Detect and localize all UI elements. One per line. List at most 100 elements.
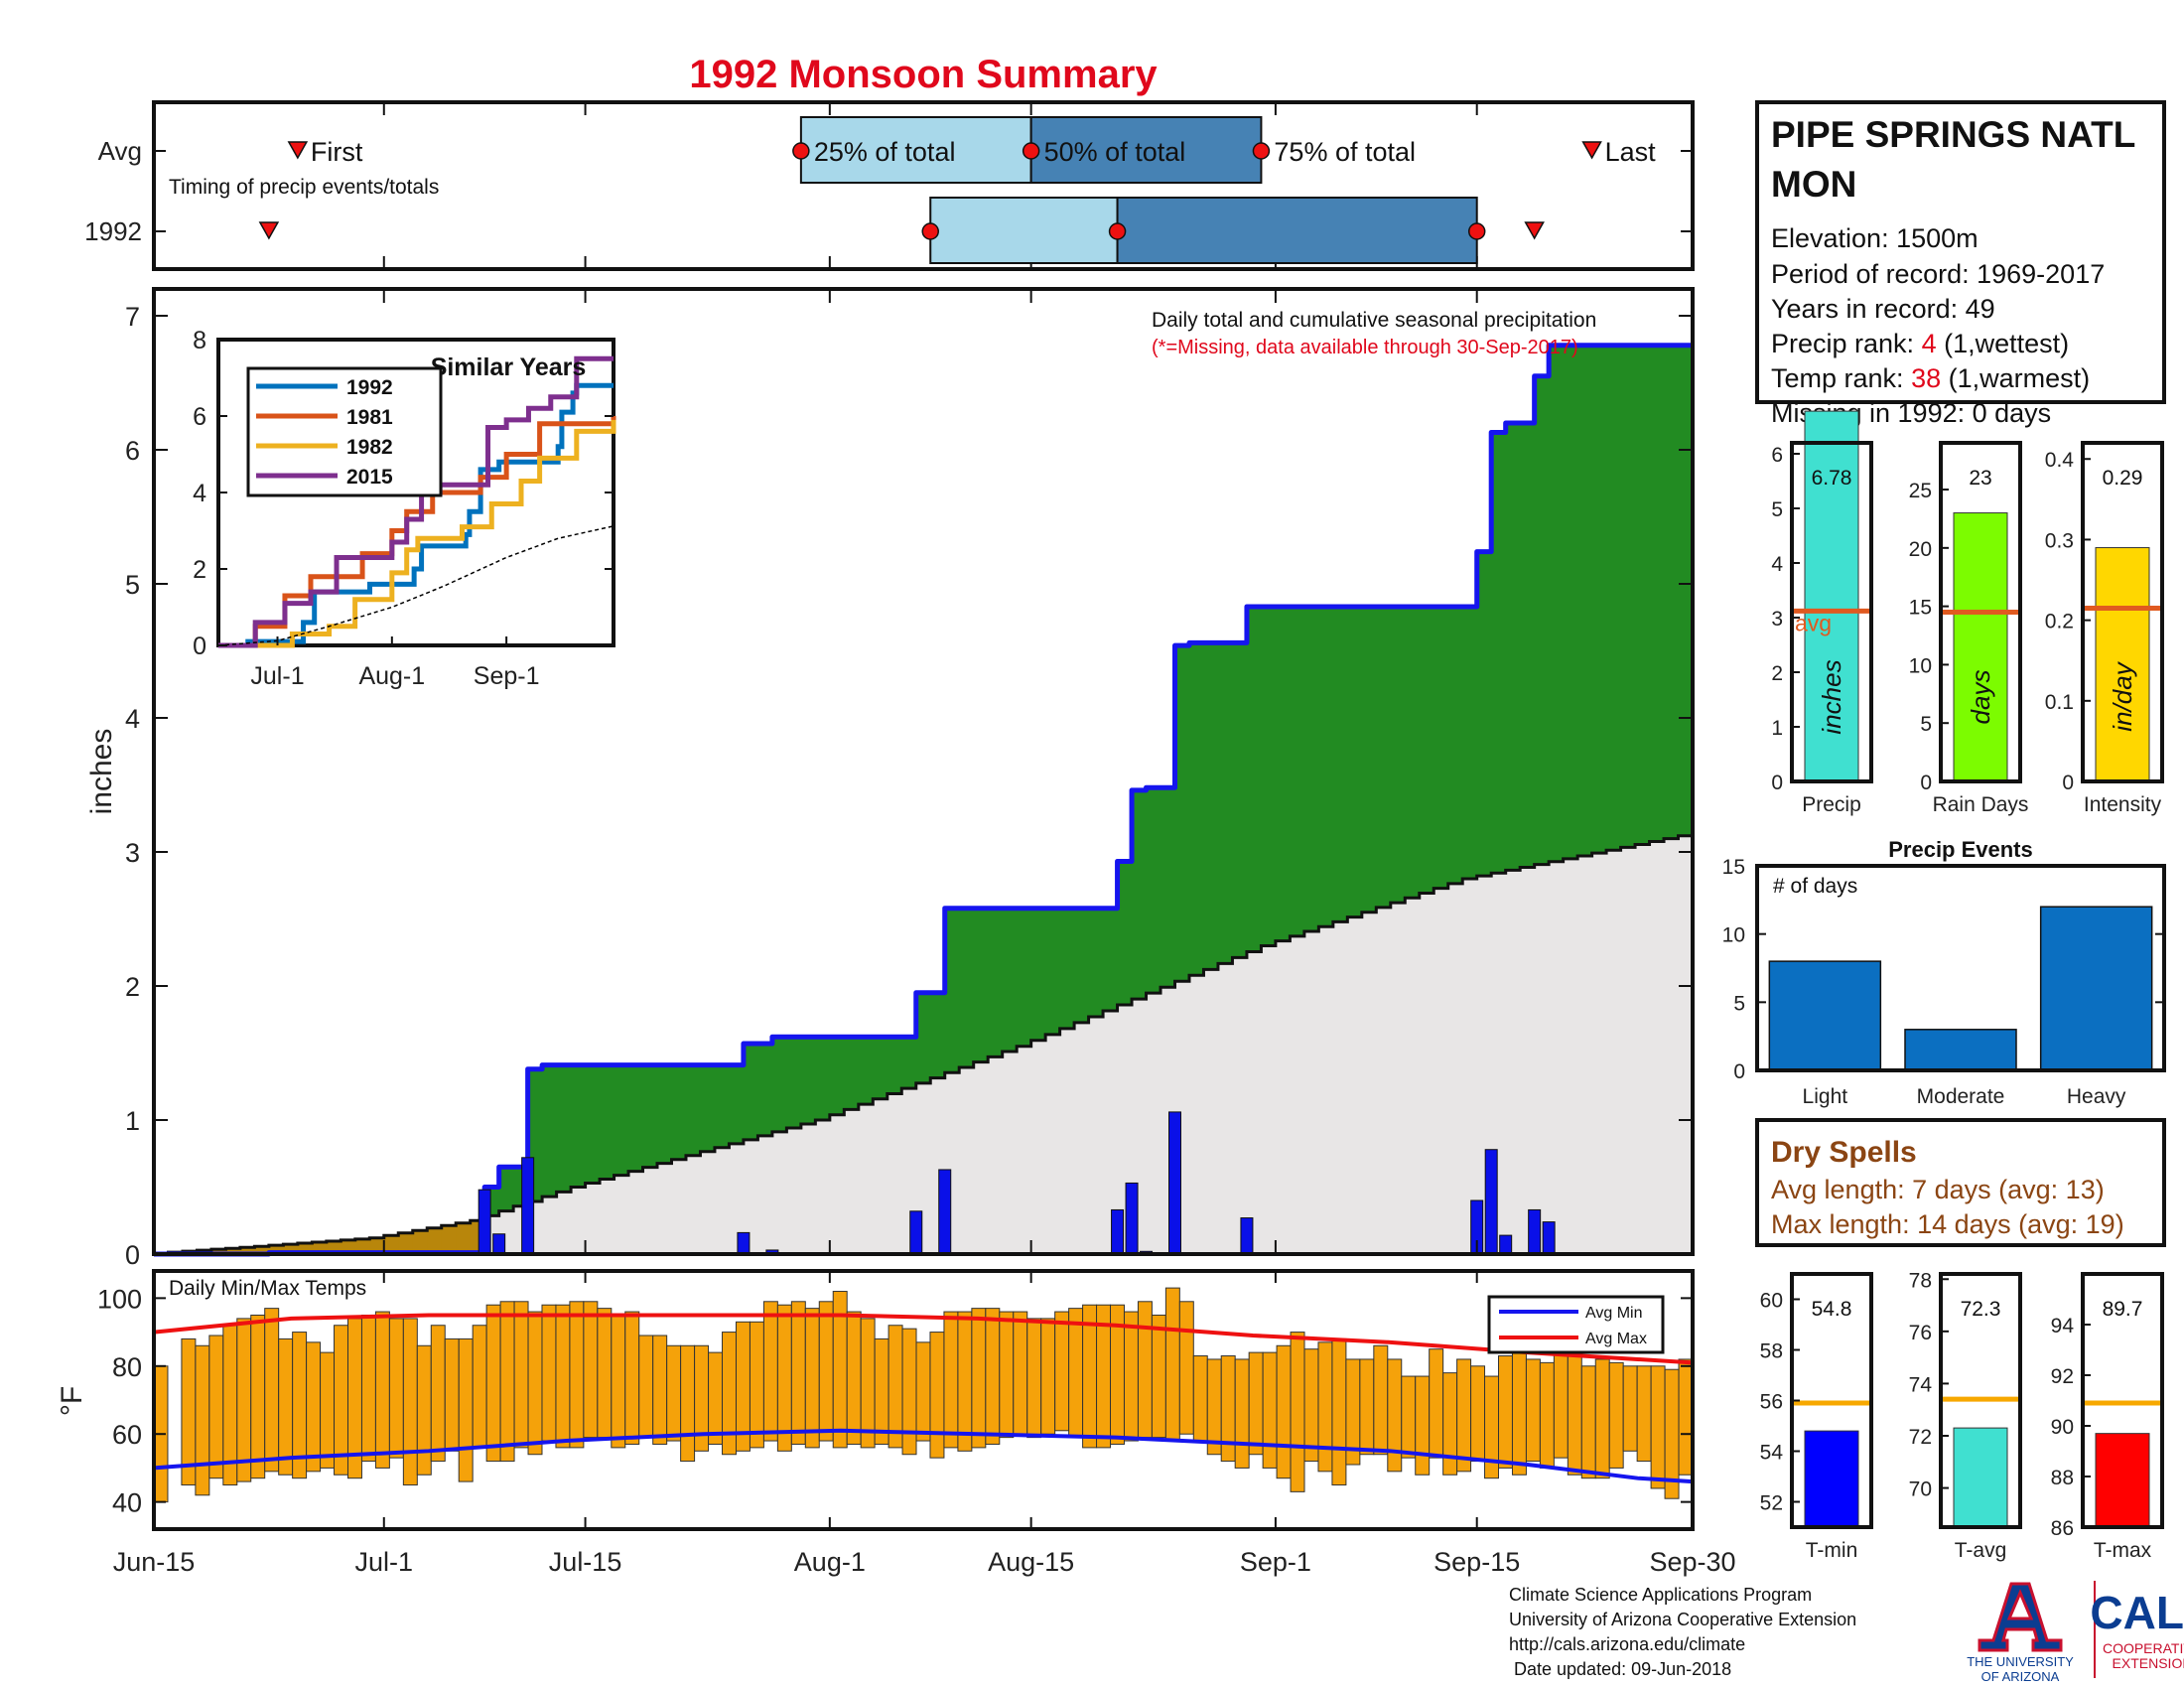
timing-box-50-75	[1116, 197, 1478, 264]
daily-temp-range-bar	[444, 1337, 460, 1452]
daily-temp-range-bar	[555, 1304, 571, 1449]
daily-temp-range-bar	[666, 1344, 682, 1442]
daily-temp-range-bar	[722, 1332, 737, 1456]
mini-y-tick-label: 20	[1909, 538, 1932, 561]
chart-annotation-missing: (*=Missing, data available through 30-Se…	[1152, 337, 1578, 358]
x-tick-label: Jul-1	[355, 1547, 414, 1577]
university-of-arizona-logo: THE UNIVERSITY OF ARIZONA	[1967, 1582, 2074, 1684]
precip-rank-note: (1,wettest)	[1937, 329, 2070, 358]
daily-temp-range-bar	[1429, 1348, 1444, 1459]
avg-min-line	[153, 1428, 1694, 1484]
timing-row-label: 1992	[84, 216, 142, 246]
season-temp-charts: 52 54 56 58 60 54.8 T-min 70 72 74 76 78 72.3 T-avg 86…	[1760, 1269, 2164, 1562]
timing-percentile-marker	[1022, 142, 1040, 160]
mini-value-label-rain-days: 23	[1969, 467, 1991, 490]
daily-precip-bar	[478, 1189, 491, 1255]
daily-temp-range-bar	[1456, 1358, 1472, 1473]
daily-temp-range-bar	[1567, 1348, 1582, 1476]
avg-exceeds-area	[283, 1244, 299, 1253]
temp-y-tick-label: 60	[112, 1420, 142, 1450]
mini-y-tick-label: 6	[1771, 444, 1783, 467]
daily-temp-range-bar	[541, 1304, 557, 1442]
events-frame	[1755, 864, 2166, 1072]
logos: THE UNIVERSITY OF ARIZONA CALS COOPERATI…	[1967, 1581, 2184, 1684]
precip-events-chart: Light Moderate Heavy 0 5 10 15 Precip Events # o…	[1722, 837, 2166, 1108]
timing-percentile-marker	[1467, 222, 1486, 240]
daily-temp-range-bar	[388, 1318, 404, 1459]
y-axis-label: inches	[85, 729, 118, 815]
dry-spells-frame	[1755, 1118, 2166, 1247]
timing-label-last: Last	[1605, 137, 1657, 167]
mini-y-tick-label: 52	[1760, 1492, 1783, 1515]
mini-y-tick-label: 72	[1909, 1426, 1932, 1449]
similar-years-chart: 0 2 4 6 8 Jul-1 Aug-1 Sep-1 Similar Years 1992 198…	[193, 327, 616, 690]
daily-temp-range-bar	[264, 1308, 280, 1473]
timing-caption: Timing of precip events/totals	[169, 176, 439, 199]
ua-block-a-icon	[1978, 1582, 2063, 1652]
y-tick-label: 4	[125, 704, 140, 734]
mini-bar-precip	[1804, 410, 1859, 782]
cals-logo-line-1: COOPERATIVE	[2103, 1640, 2184, 1656]
mini-y-tick-label: 70	[1909, 1478, 1932, 1501]
figure-title: 1992 Monsoon Summary	[689, 53, 1158, 96]
events-title: Precip Events	[1888, 837, 2033, 862]
mini-y-tick-label: 5	[1771, 498, 1783, 521]
daily-temp-range-bar	[1650, 1365, 1666, 1489]
daily-temp-range-bar	[708, 1351, 724, 1445]
mini-x-label-intensity: Intensity	[2084, 793, 2162, 816]
event-category-label: Light	[1803, 1085, 1848, 1108]
mini-y-tick-label: 1	[1771, 717, 1783, 740]
daily-temp-range-bar	[1442, 1372, 1458, 1476]
daily-temp-range-bar	[846, 1311, 862, 1445]
temp-rank-value: 38	[1911, 363, 1941, 393]
mini-y-tick-label: 56	[1760, 1391, 1783, 1414]
daily-temp-range-bar	[943, 1311, 959, 1449]
daily-temp-range-bar	[1234, 1358, 1250, 1469]
daily-temp-range-bar	[181, 1337, 197, 1486]
daily-temp-range-bar	[195, 1344, 210, 1496]
mini-panel-frame-intensity	[2081, 441, 2164, 783]
mini-value-label-t-max: 89.7	[2103, 1298, 2143, 1321]
station-name-line-1: PIPE SPRINGS NATL	[1771, 114, 2135, 155]
events-y-tick-label: 10	[1722, 924, 1745, 947]
cals-logo: CALS COOPERATIVE EXTENSION	[2090, 1587, 2184, 1671]
daily-temp-range-bar	[652, 1335, 668, 1445]
daily-precip-bar	[1499, 1234, 1513, 1255]
avg-exceeds-area	[239, 1247, 255, 1254]
daily-temp-range-bar	[374, 1311, 390, 1469]
daily-precip-bar	[492, 1233, 506, 1255]
daily-temp-range-bar	[638, 1335, 654, 1439]
daily-temp-range-bar	[208, 1335, 224, 1479]
footer-line-3: http://cals.arizona.edu/climate	[1509, 1634, 1745, 1654]
daily-temp-range-bar	[1678, 1358, 1694, 1476]
daily-temp-range-bar	[624, 1311, 640, 1445]
timing-row-label: Avg	[98, 136, 142, 166]
daily-temp-range-bar	[1359, 1358, 1375, 1456]
daily-temp-range-bar	[1525, 1358, 1541, 1463]
y-tick-label: 3	[125, 838, 140, 868]
daily-temp-range-bar	[929, 1332, 945, 1459]
daily-temp-range-bar	[583, 1301, 599, 1439]
daily-temp-range-bar	[1026, 1318, 1042, 1439]
daily-precip-bar	[909, 1210, 923, 1255]
similar-years-avg-line	[217, 525, 614, 646]
avg-exceeds-area	[441, 1225, 457, 1253]
daily-temp-range-bar	[1137, 1301, 1153, 1439]
avg-exceeds-area	[354, 1238, 370, 1253]
x-tick-label: Sep-15	[1433, 1547, 1520, 1577]
mini-x-label-precip: Precip	[1802, 793, 1861, 816]
daily-temp-range-bar	[999, 1311, 1015, 1439]
cals-logo-line-2: EXTENSION	[2113, 1655, 2184, 1671]
mini-y-tick-label: 3	[1771, 608, 1783, 631]
timing-first-last-marker	[287, 141, 309, 160]
x-tick-label: Aug-15	[988, 1547, 1074, 1577]
events-y-tick-label: 0	[1733, 1060, 1745, 1083]
mini-unit-label-intensity: in/day	[2108, 660, 2137, 731]
daily-precip-bar	[1484, 1149, 1498, 1255]
mini-bar-t-min	[1804, 1430, 1859, 1528]
inset-x-tick-label: Aug-1	[358, 662, 425, 690]
mini-y-tick-label: 4	[1771, 553, 1783, 576]
daily-temp-range-bar	[1290, 1332, 1305, 1492]
mini-y-tick-label: 60	[1760, 1290, 1783, 1313]
daily-temp-range-bar	[499, 1301, 515, 1463]
